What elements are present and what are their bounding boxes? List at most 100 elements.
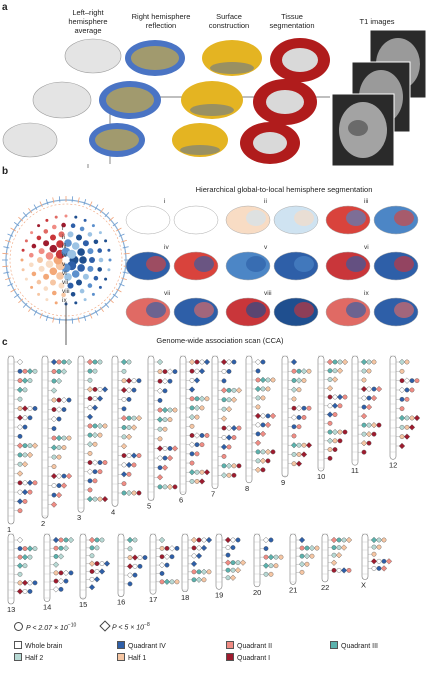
hit-circle (87, 451, 93, 456)
legend-item-3: Quadrant III (330, 641, 378, 650)
hit-circle (92, 359, 98, 365)
hit-circle (157, 378, 163, 384)
hit-circle (159, 579, 165, 585)
chromosome-15 (79, 533, 87, 600)
hit-diamond (86, 413, 94, 420)
hit-circle (332, 368, 338, 374)
hit-diamond (55, 406, 63, 413)
hit-circle (99, 537, 105, 543)
hit-circle (191, 569, 197, 575)
hit-circle (231, 359, 237, 365)
hit-circle (296, 452, 302, 457)
hit-circle (231, 472, 237, 478)
hit-diamond (16, 536, 24, 544)
hierarchy-tick (13, 293, 20, 298)
hit-diamond (308, 544, 316, 552)
hit-circle (61, 473, 67, 479)
hit-diamond (16, 358, 24, 366)
hit-diamond (360, 412, 368, 420)
hierarchy-dot (91, 224, 95, 228)
hit-circle (94, 561, 100, 567)
hit-circle (27, 554, 33, 560)
level-label-ii: ii (264, 198, 267, 205)
hit-diamond (131, 554, 139, 561)
hierarchy-tick (121, 277, 127, 281)
hit-circle (263, 554, 269, 560)
hierarchy-dot (61, 292, 66, 298)
hit-diamond (16, 386, 24, 393)
hit-circle (221, 435, 227, 440)
hit-circle (361, 404, 367, 410)
hit-circle (371, 551, 377, 557)
segmentation-region (146, 256, 166, 272)
level-label-vii: vii (62, 279, 68, 286)
hit-circle (22, 452, 28, 458)
hierarchy-dot (49, 244, 58, 253)
hit-circle (399, 368, 405, 374)
hit-diamond (26, 545, 34, 552)
hit-circle (194, 469, 200, 475)
hit-circle (299, 545, 305, 551)
hit-diamond (385, 558, 393, 565)
hit-circle (97, 359, 103, 365)
hit-circle (159, 554, 165, 560)
hit-diamond (220, 472, 228, 479)
hierarchy-tick (7, 233, 14, 237)
hit-diamond (16, 498, 24, 505)
hit-diamond (55, 377, 63, 385)
hit-circle (376, 558, 382, 564)
hierarchy-dot (89, 257, 95, 263)
hit-circle (327, 403, 333, 409)
level-label-iv: iv (164, 244, 169, 251)
hit-diamond (413, 414, 421, 422)
hit-circle (127, 581, 133, 587)
hit-circle (94, 537, 100, 543)
hierarchy-dot (93, 275, 99, 281)
hit-circle (404, 359, 410, 365)
hit-circle (342, 394, 348, 400)
hit-diamond (398, 442, 406, 450)
chromosome-label-8: 8 (245, 484, 249, 493)
hit-circle (332, 412, 338, 417)
hit-diamond (190, 536, 198, 544)
hit-circle (126, 453, 132, 458)
hit-diamond (230, 424, 238, 432)
hit-diamond (220, 358, 228, 366)
legend-sig1-exp: −10 (67, 622, 77, 629)
hierarchy-dot (76, 234, 82, 241)
hierarchy-tick (58, 196, 61, 203)
hit-circle (87, 460, 93, 465)
segmentation-region (246, 302, 266, 318)
hit-circle (260, 467, 266, 473)
hierarchy-dot (71, 242, 80, 250)
hit-circle (17, 452, 23, 458)
hierarchy-dot (79, 256, 87, 264)
hierarchy-dot (71, 270, 80, 278)
hit-circle (194, 442, 200, 448)
hit-diamond (156, 358, 164, 366)
hit-circle (126, 415, 132, 421)
hit-circle (194, 414, 200, 420)
hit-diamond (326, 385, 334, 392)
panel-c-letter: c (2, 337, 8, 348)
hit-circle (268, 537, 274, 543)
hit-diamond (360, 440, 368, 447)
chromosome-18 (181, 533, 189, 593)
hierarchy-tick (5, 277, 11, 281)
hit-diamond (21, 377, 29, 384)
hit-circle (131, 387, 137, 393)
hit-circle (332, 438, 338, 444)
hierarchy-dot (104, 239, 108, 243)
hit-diamond (198, 368, 206, 375)
chromosome-label-11: 11 (351, 466, 359, 475)
hit-diamond (86, 441, 94, 448)
hit-circle (22, 368, 28, 374)
hit-diamond (225, 462, 233, 469)
hit-circle (56, 416, 62, 422)
hit-circle (331, 552, 337, 558)
hierarchy-dot (97, 248, 102, 253)
chromosome-label-4: 4 (111, 507, 115, 516)
hit-circle (92, 396, 98, 401)
hit-circle (204, 433, 210, 438)
reflection-brain-icons (89, 40, 185, 157)
